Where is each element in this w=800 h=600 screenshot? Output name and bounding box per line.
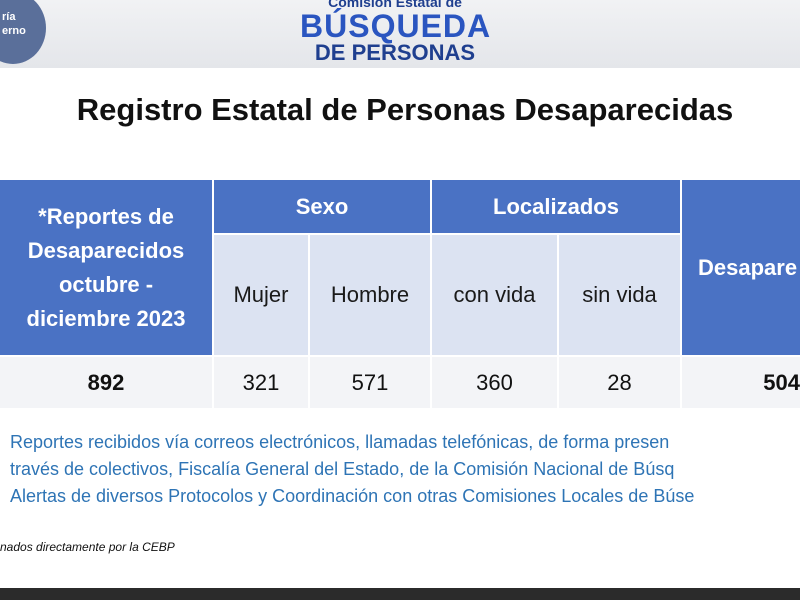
- header-cell: Desapare: [682, 180, 800, 355]
- subheader-cell: sin vida: [559, 235, 680, 355]
- value-cell: 571: [310, 357, 430, 408]
- value-cell: 321: [214, 357, 308, 408]
- logo-sub: DE PERSONAS: [314, 40, 476, 65]
- footnote: nados directamente por la CEBP: [0, 540, 175, 554]
- value-cell: 504: [682, 357, 800, 408]
- bottom-edge: [0, 588, 800, 600]
- value-cell: 360: [432, 357, 557, 408]
- header-cell: *Reportes de Desaparecidos octubre - dic…: [0, 180, 212, 355]
- note-line: Reportes recibidos vía correos electróni…: [10, 432, 670, 452]
- value-cell: 892: [0, 357, 212, 408]
- value-cell: 28: [559, 357, 680, 408]
- note-line: través de colectivos, Fiscalía General d…: [10, 459, 675, 479]
- top-bar: [0, 0, 800, 68]
- subheader-cell: Hombre: [310, 235, 430, 355]
- logo-top: Comisión Estatal de: [328, 0, 462, 10]
- seal-text: ría: [2, 11, 16, 23]
- logo-main: BÚSQUEDA: [300, 8, 492, 44]
- subheader-cell: con vida: [432, 235, 557, 355]
- note-line: Alertas de diversos Protocolos y Coordin…: [10, 486, 695, 506]
- subheader-cell: Mujer: [214, 235, 308, 355]
- title: Registro Estatal de Personas Desaparecid…: [76, 92, 734, 127]
- header-cell: Localizados: [432, 180, 680, 233]
- seal-text: erno: [2, 25, 26, 37]
- header-cell: Sexo: [214, 180, 430, 233]
